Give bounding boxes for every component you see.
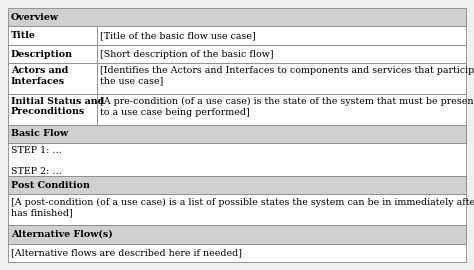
Bar: [8, 125, 466, 143]
Text: Initial Status and
Preconditions: Initial Status and Preconditions: [11, 97, 104, 116]
Text: Actors and
Interfaces: Actors and Interfaces: [11, 66, 68, 86]
Text: [A pre-condition (of a use case) is the state of the system that must be present: [A pre-condition (of a use case) is the …: [100, 97, 474, 117]
Text: [Identifies the Actors and Interfaces to components and services that participat: [Identifies the Actors and Interfaces to…: [100, 66, 474, 86]
Bar: [8, 176, 466, 194]
Text: STEP 1: …

STEP 2: …: STEP 1: … STEP 2: …: [11, 146, 62, 176]
Bar: [8, 225, 466, 244]
Bar: [8, 94, 97, 125]
Text: Overview: Overview: [11, 13, 59, 22]
Bar: [8, 244, 466, 262]
Bar: [8, 194, 466, 225]
Bar: [8, 143, 466, 176]
Bar: [8, 8, 466, 26]
Bar: [97, 63, 466, 94]
Bar: [8, 63, 97, 94]
Text: Title: Title: [11, 31, 36, 40]
Bar: [97, 94, 466, 125]
Bar: [97, 45, 466, 63]
Text: Basic Flow: Basic Flow: [11, 130, 68, 139]
Text: Post Condition: Post Condition: [11, 181, 90, 190]
Bar: [8, 45, 97, 63]
Bar: [8, 26, 97, 45]
Text: [Title of the basic flow use case]: [Title of the basic flow use case]: [100, 31, 256, 40]
Text: [A post-condition (of a use case) is a list of possible states the system can be: [A post-condition (of a use case) is a l…: [11, 197, 474, 217]
Bar: [97, 26, 466, 45]
Text: Description: Description: [11, 50, 73, 59]
Text: [Alternative flows are described here if needed]: [Alternative flows are described here if…: [11, 248, 242, 257]
Text: [Short description of the basic flow]: [Short description of the basic flow]: [100, 50, 274, 59]
Text: Alternative Flow(s): Alternative Flow(s): [11, 230, 113, 239]
